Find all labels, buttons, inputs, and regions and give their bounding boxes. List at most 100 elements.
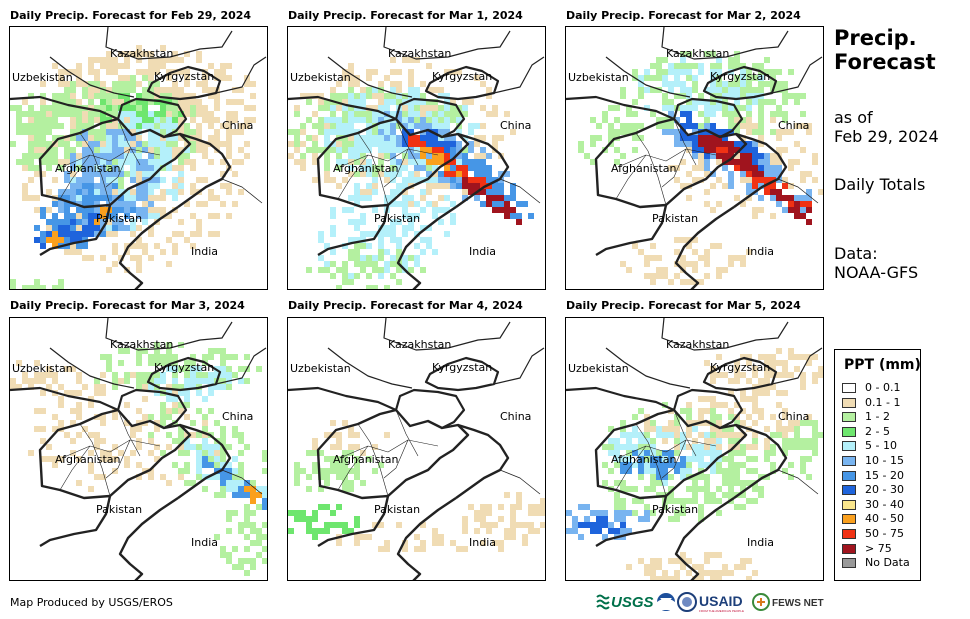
- afghanistan-border: [38, 408, 192, 500]
- india-border-line: [499, 178, 541, 204]
- country-label-kazakhstan: Kazakhstan: [666, 338, 730, 351]
- country-label-kazakhstan: Kazakhstan: [388, 47, 452, 60]
- kazakhstan-border: [105, 318, 233, 351]
- india-border-line: [777, 178, 819, 204]
- country-label-kazakhstan: Kazakhstan: [388, 338, 452, 351]
- forecast-map-5: Kazakhstan Uzbekistan Kyrgyzstan China Afgha…: [287, 317, 546, 581]
- legend-label: 2 - 5: [865, 424, 890, 438]
- tajikistan-border: [394, 388, 466, 429]
- legend-label: 5 - 10: [865, 439, 897, 453]
- country-label-uzbekistan: Uzbekistan: [12, 362, 73, 375]
- india-border-line: [221, 178, 263, 204]
- afghanistan-border: [594, 117, 748, 209]
- afghanistan-border: [38, 117, 192, 209]
- northern-border: [10, 95, 119, 121]
- legend-label: 40 - 50: [865, 512, 904, 526]
- pakistan-north-border: [455, 132, 510, 208]
- panel-title-5: Daily Precip. Forecast for Mar 4, 2024: [288, 299, 523, 312]
- country-label-uzbekistan: Uzbekistan: [568, 362, 629, 375]
- pakistan-north-border: [177, 423, 232, 499]
- china-border: [771, 347, 823, 385]
- country-label-india: India: [469, 245, 496, 258]
- country-label-kazakhstan: Kazakhstan: [666, 47, 730, 60]
- legend-label: 50 - 75: [865, 527, 904, 540]
- forecast-map-2: Kazakhstan Uzbekistan Kyrgyzstan China Afgha…: [287, 26, 546, 290]
- country-label-pakistan: Pakistan: [374, 212, 421, 225]
- as-of-date: as of Feb 29, 2024: [834, 108, 939, 146]
- country-label-afghanistan: Afghanistan: [55, 453, 121, 466]
- india-border-line: [777, 469, 819, 495]
- province-boundaries: [59, 409, 161, 497]
- legend-swatch: [842, 514, 856, 525]
- tajikistan-border: [394, 97, 466, 138]
- legend-swatch: [842, 529, 856, 539]
- pakistan-east-border: [118, 206, 179, 289]
- svg-text:FROM THE AMERICAN PEOPLE: FROM THE AMERICAN PEOPLE: [699, 609, 744, 613]
- country-label-kyrgyzstan: Kyrgyzstan: [710, 361, 771, 374]
- province-boundaries: [337, 409, 439, 497]
- data-source: Data: NOAA-GFS: [834, 244, 918, 282]
- pakistan-south-border: [317, 495, 390, 548]
- legend-swatch: [842, 441, 856, 452]
- northern-border: [288, 386, 397, 412]
- tajikistan-border: [672, 97, 744, 138]
- usgs-logo-text: USGS: [611, 594, 654, 611]
- legend-swatch: [842, 397, 856, 408]
- legend-label: 15 - 20: [865, 468, 904, 482]
- northern-border: [566, 386, 675, 412]
- forecast-map-1: Kazakhstan Uzbekistan Kyrgyzstan China Afgha…: [9, 26, 268, 290]
- pakistan-south-border: [39, 204, 112, 257]
- country-label-afghanistan: Afghanistan: [611, 162, 677, 175]
- country-label-afghanistan: Afghanistan: [611, 453, 677, 466]
- pakistan-south-border: [317, 204, 390, 257]
- china-border: [215, 56, 267, 94]
- kazakhstan-border: [105, 27, 233, 60]
- country-label-kazakhstan: Kazakhstan: [110, 338, 174, 351]
- panel-title-2: Daily Precip. Forecast for Mar 1, 2024: [288, 9, 523, 22]
- daily-totals-label: Daily Totals: [834, 175, 926, 194]
- legend-label: No Data: [865, 556, 910, 570]
- precip-cells: [288, 420, 545, 552]
- country-label-india: India: [191, 536, 218, 549]
- afghanistan-border: [316, 117, 470, 209]
- legend-swatch: [842, 470, 856, 481]
- precip-map-canvas: [566, 318, 823, 580]
- province-boundaries: [337, 118, 439, 206]
- pakistan-south-border: [595, 495, 668, 548]
- country-label-pakistan: Pakistan: [374, 503, 421, 516]
- pakistan-east-border: [396, 497, 457, 580]
- india-border-line: [499, 469, 541, 495]
- legend-swatch: [842, 485, 856, 496]
- tajikistan-border: [116, 388, 188, 429]
- country-label-kyrgyzstan: Kyrgyzstan: [432, 361, 493, 374]
- fewsnet-logo-text: FEWS NET: [772, 598, 824, 609]
- pakistan-east-border: [674, 497, 735, 580]
- legend-swatch: [842, 383, 856, 393]
- legend-label: 0.1 - 1: [865, 395, 901, 409]
- country-label-china: China: [778, 119, 810, 132]
- tajikistan-border: [116, 97, 188, 138]
- panel-title-3: Daily Precip. Forecast for Mar 2, 2024: [566, 9, 801, 22]
- country-label-afghanistan: Afghanistan: [333, 453, 399, 466]
- panel-title-6: Daily Precip. Forecast for Mar 5, 2024: [566, 299, 801, 312]
- country-label-pakistan: Pakistan: [96, 503, 143, 516]
- doc-seal-logo: [677, 592, 697, 612]
- country-label-uzbekistan: Uzbekistan: [568, 71, 629, 84]
- china-border: [771, 56, 823, 94]
- usgs-logo: USGS: [596, 594, 654, 611]
- country-label-india: India: [191, 245, 218, 258]
- country-label-afghanistan: Afghanistan: [333, 162, 399, 175]
- data-source-line1: Data:: [834, 244, 878, 263]
- kyrgyzstan-border: [146, 65, 222, 101]
- kyrgyzstan-border: [424, 356, 500, 392]
- province-boundaries: [615, 409, 717, 497]
- pakistan-east-border: [396, 206, 457, 289]
- pakistan-east-border: [674, 206, 735, 289]
- precip-map-canvas: [288, 27, 545, 289]
- precip-cells: [566, 348, 823, 580]
- country-label-uzbekistan: Uzbekistan: [12, 71, 73, 84]
- uzbekistan-border: [327, 347, 413, 389]
- country-label-china: China: [222, 119, 254, 132]
- country-label-pakistan: Pakistan: [652, 212, 699, 225]
